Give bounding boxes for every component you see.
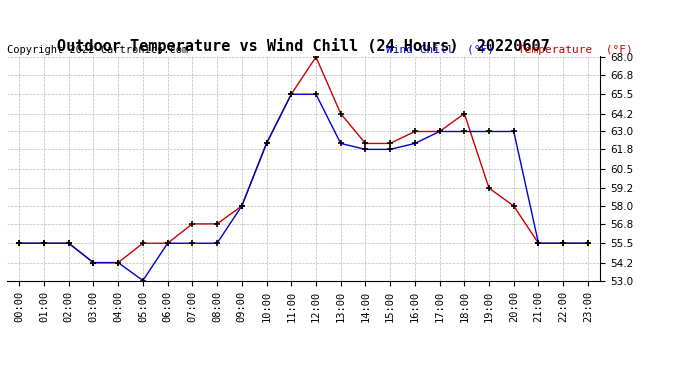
Title: Outdoor Temperature vs Wind Chill (24 Hours)  20220607: Outdoor Temperature vs Wind Chill (24 Ho… <box>57 38 550 54</box>
Text: Temperature  (°F): Temperature (°F) <box>518 45 632 55</box>
Text: Copyright 2022 Cartronics.com: Copyright 2022 Cartronics.com <box>7 45 188 55</box>
Text: Wind Chill  (°F): Wind Chill (°F) <box>386 45 495 55</box>
